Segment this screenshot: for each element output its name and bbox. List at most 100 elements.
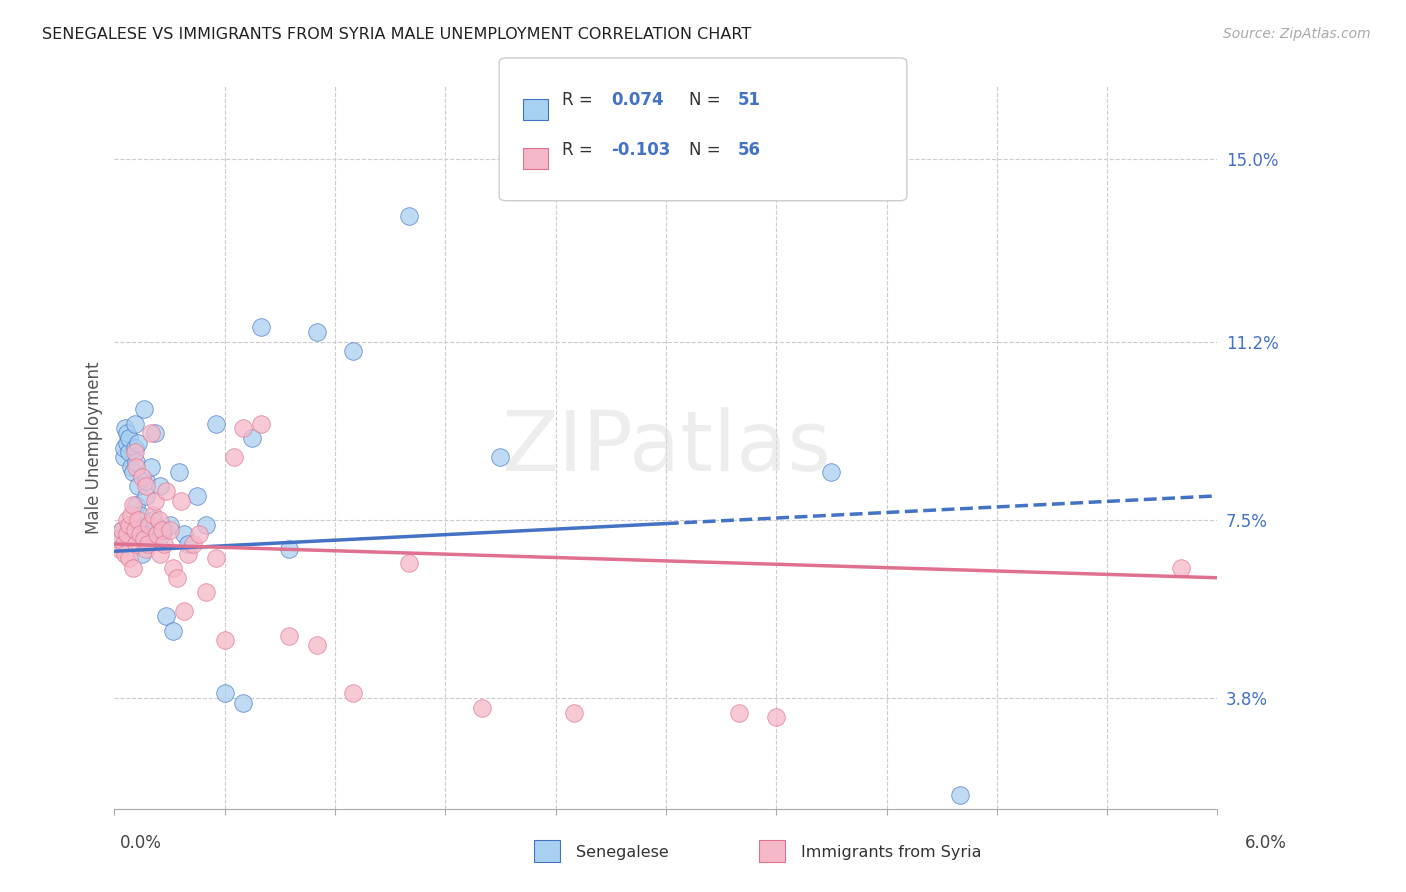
- Point: [135, 489, 157, 503]
- Point: [132, 533, 155, 547]
- Point: [136, 537, 159, 551]
- Point: [195, 585, 218, 599]
- Point: [125, 499, 148, 513]
- Point: [222, 450, 245, 465]
- Point: [250, 417, 273, 431]
- Point: [112, 537, 135, 551]
- Point: [112, 450, 135, 465]
- Point: [949, 788, 972, 802]
- Point: [204, 417, 226, 431]
- Point: [114, 421, 136, 435]
- Point: [125, 455, 148, 469]
- Text: N =: N =: [689, 141, 725, 159]
- Point: [127, 479, 149, 493]
- Point: [131, 469, 153, 483]
- Point: [141, 459, 163, 474]
- Point: [166, 571, 188, 585]
- Point: [124, 445, 146, 459]
- Point: [173, 527, 195, 541]
- Y-axis label: Male Unemployment: Male Unemployment: [86, 361, 103, 534]
- Point: [135, 475, 157, 489]
- Point: [240, 431, 263, 445]
- Text: R =: R =: [562, 91, 599, 109]
- Point: [278, 629, 301, 643]
- Text: Senegalese: Senegalese: [576, 846, 669, 860]
- Point: [142, 513, 165, 527]
- Point: [150, 523, 173, 537]
- Point: [489, 450, 512, 465]
- Point: [125, 537, 148, 551]
- Point: [120, 508, 142, 522]
- Point: [159, 523, 181, 537]
- Point: [728, 706, 751, 720]
- Point: [107, 533, 129, 547]
- Text: N =: N =: [689, 91, 725, 109]
- Point: [117, 435, 139, 450]
- Point: [305, 325, 328, 339]
- Point: [765, 710, 787, 724]
- Point: [149, 479, 172, 493]
- Point: [232, 421, 254, 435]
- Point: [214, 686, 236, 700]
- Point: [143, 426, 166, 441]
- Point: [117, 426, 139, 441]
- Point: [562, 706, 585, 720]
- Point: [118, 445, 141, 459]
- Point: [148, 533, 170, 547]
- Point: [1170, 561, 1192, 575]
- Point: [125, 459, 148, 474]
- Point: [398, 557, 420, 571]
- Text: 0.074: 0.074: [612, 91, 664, 109]
- Text: 56: 56: [738, 141, 761, 159]
- Point: [127, 435, 149, 450]
- Point: [250, 320, 273, 334]
- Point: [129, 527, 152, 541]
- Point: [117, 527, 139, 541]
- Text: 51: 51: [738, 91, 761, 109]
- Point: [121, 499, 143, 513]
- Text: ZIPatlas: ZIPatlas: [501, 407, 831, 488]
- Point: [820, 465, 842, 479]
- Point: [162, 624, 184, 638]
- Point: [107, 533, 129, 547]
- Point: [278, 541, 301, 556]
- Point: [149, 547, 172, 561]
- Point: [155, 609, 177, 624]
- Point: [120, 459, 142, 474]
- Point: [153, 537, 176, 551]
- Point: [138, 527, 160, 541]
- Point: [141, 426, 163, 441]
- Point: [177, 537, 200, 551]
- Point: [173, 605, 195, 619]
- Point: [124, 523, 146, 537]
- Point: [188, 527, 211, 541]
- Point: [117, 513, 139, 527]
- Point: [398, 210, 420, 224]
- Point: [124, 417, 146, 431]
- Point: [121, 527, 143, 541]
- Point: [183, 537, 205, 551]
- Point: [204, 551, 226, 566]
- Point: [114, 547, 136, 561]
- Point: [143, 493, 166, 508]
- Text: Immigrants from Syria: Immigrants from Syria: [801, 846, 981, 860]
- Point: [305, 638, 328, 652]
- Point: [118, 551, 141, 566]
- Text: 6.0%: 6.0%: [1244, 834, 1286, 852]
- Point: [124, 441, 146, 455]
- Point: [135, 479, 157, 493]
- Point: [195, 517, 218, 532]
- Point: [121, 561, 143, 575]
- Point: [121, 465, 143, 479]
- Point: [131, 547, 153, 561]
- Point: [111, 523, 134, 537]
- Point: [169, 493, 191, 508]
- Text: R =: R =: [562, 141, 599, 159]
- Point: [214, 633, 236, 648]
- Point: [342, 344, 364, 359]
- Point: [155, 483, 177, 498]
- Point: [118, 517, 141, 532]
- Point: [167, 465, 190, 479]
- Point: [127, 513, 149, 527]
- Point: [148, 513, 170, 527]
